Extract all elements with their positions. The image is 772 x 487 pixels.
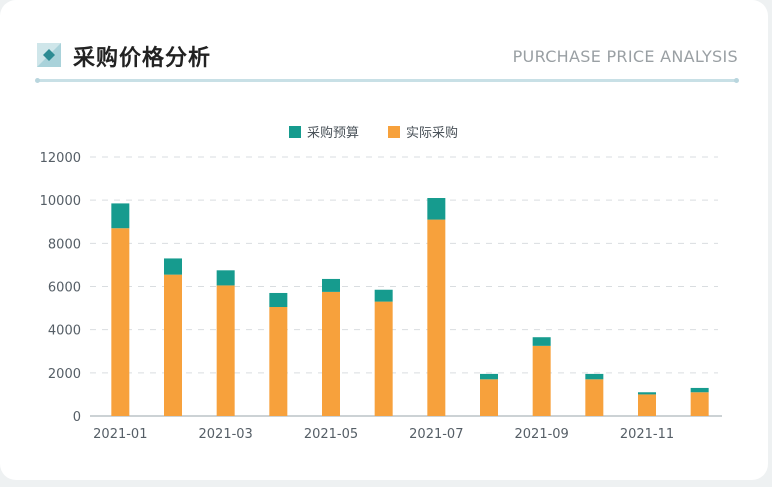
bar-budget <box>585 373 604 380</box>
bar-budget <box>216 270 235 286</box>
legend-swatch <box>388 126 400 138</box>
bar-budget <box>111 203 130 229</box>
legend-label: 实际采购 <box>406 125 458 141</box>
bar-budget <box>690 387 709 393</box>
bar-budget <box>638 392 656 395</box>
y-tick-label: 2000 <box>48 367 81 382</box>
y-tick-label: 6000 <box>48 281 81 296</box>
bar-actual <box>532 345 551 416</box>
bar-actual <box>216 285 235 416</box>
bar-actual <box>638 394 656 416</box>
x-tick-label: 2021-01 <box>93 427 147 442</box>
x-tick-label: 2021-07 <box>409 427 463 442</box>
chart-title-icon <box>37 43 61 67</box>
y-tick-label: 8000 <box>48 237 81 252</box>
bar-actual <box>427 219 446 416</box>
page-subtitle: PURCHASE PRICE ANALYSIS <box>512 47 738 66</box>
legend-swatch <box>289 126 301 138</box>
page-title: 采购价格分析 <box>73 46 212 71</box>
y-tick-label: 10000 <box>40 194 81 209</box>
bar-actual <box>164 274 182 416</box>
bar-budget <box>374 289 393 302</box>
bar-actual <box>322 291 340 416</box>
bar-budget <box>269 292 288 308</box>
bar-actual <box>111 228 130 416</box>
bar-actual <box>480 379 498 416</box>
bar-budget <box>532 337 551 346</box>
y-tick-label: 4000 <box>48 324 81 339</box>
bar-budget <box>480 373 498 380</box>
x-tick-label: 2021-11 <box>620 427 674 442</box>
title-divider <box>35 78 739 83</box>
x-tick-label: 2021-03 <box>199 427 253 442</box>
y-tick-label: 12000 <box>40 151 81 166</box>
bar-actual <box>374 301 393 416</box>
bar-budget <box>322 278 340 292</box>
x-tick-label: 2021-05 <box>304 427 358 442</box>
bar-budget <box>427 198 446 220</box>
y-tick-label: 0 <box>73 410 81 425</box>
bar-actual <box>690 392 709 416</box>
legend-label: 采购预算 <box>307 125 359 141</box>
x-tick-label: 2021-09 <box>515 427 569 442</box>
bar-budget <box>164 258 182 275</box>
bar-actual <box>269 307 288 416</box>
bar-actual <box>585 379 604 416</box>
